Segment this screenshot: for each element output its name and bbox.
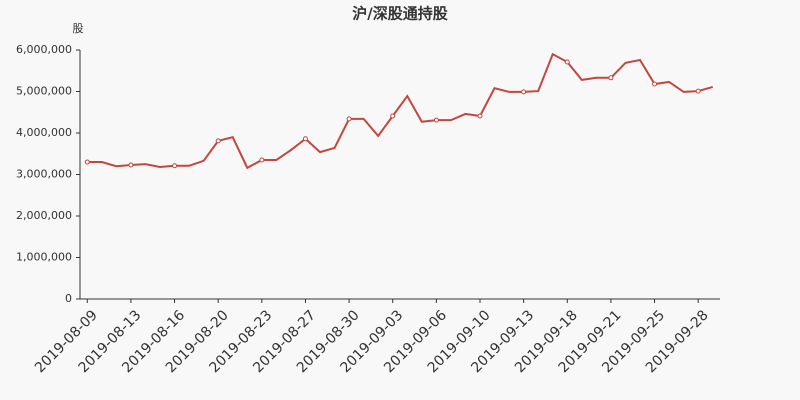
y-tick-label: 5,000,000 — [16, 85, 72, 98]
point — [433, 117, 439, 123]
point — [302, 136, 308, 142]
point — [521, 89, 527, 95]
line — [87, 52, 714, 170]
point — [608, 75, 614, 81]
point — [172, 163, 178, 169]
y-tick-label: 4,000,000 — [16, 126, 72, 139]
chart-title: 沪/深股通持股 — [352, 5, 448, 23]
point — [564, 59, 570, 65]
point — [695, 88, 701, 94]
point — [259, 157, 265, 163]
point — [215, 138, 221, 144]
point — [477, 113, 483, 119]
y-tick-label: 2,000,000 — [16, 209, 72, 222]
y-axis-label: 股 — [73, 22, 84, 35]
y-tick-label: 1,000,000 — [16, 251, 72, 264]
y-tick-label: 3,000,000 — [16, 168, 72, 181]
point — [390, 113, 396, 119]
y-tick-label: 0 — [65, 292, 72, 305]
y-tick-label: 6,000,000 — [16, 43, 72, 56]
point — [346, 116, 352, 122]
point — [652, 81, 658, 87]
point — [128, 162, 134, 168]
point — [84, 159, 90, 165]
